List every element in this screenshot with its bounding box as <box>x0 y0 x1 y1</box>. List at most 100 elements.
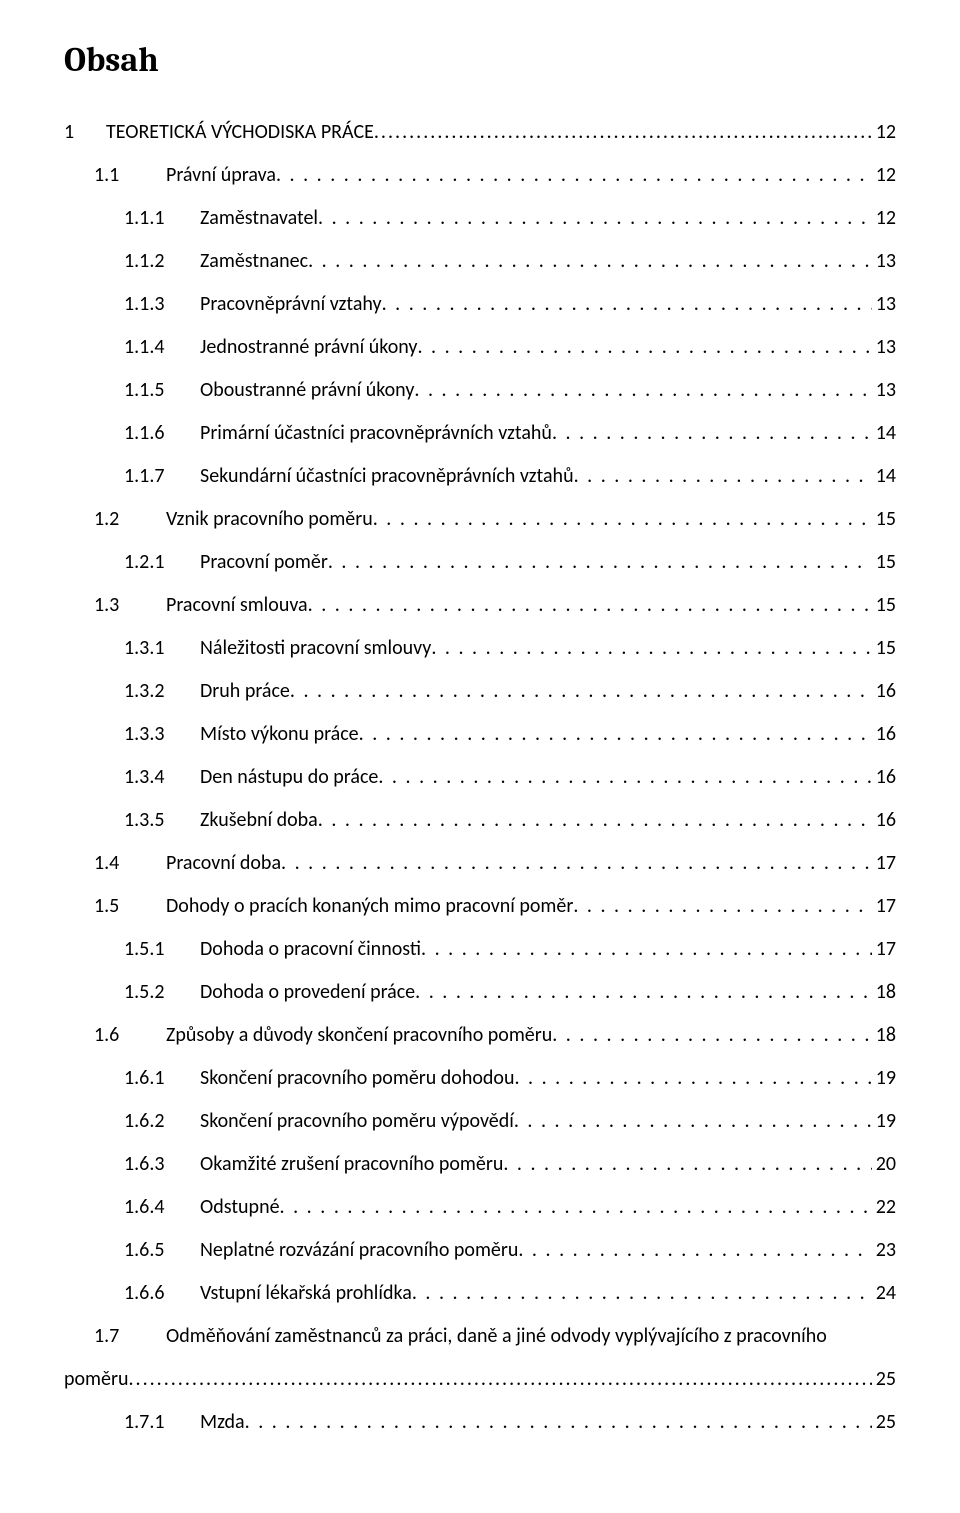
toc-page: 17 <box>872 894 896 918</box>
toc-row: 1.4Pracovní doba 17 <box>94 851 896 875</box>
toc-title: Druh práce <box>200 679 290 703</box>
toc-number: 1.1.3 <box>124 292 200 316</box>
toc-leader <box>318 206 872 230</box>
toc-number: 1.5.1 <box>124 937 200 961</box>
toc-row: 1.6.5Neplatné rozvázání pracovního poměr… <box>124 1238 896 1262</box>
toc-title-continued: poměru <box>64 1367 128 1391</box>
toc-leader <box>431 636 871 660</box>
toc-row: 1.6.3Okamžité zrušení pracovního poměru … <box>124 1152 896 1176</box>
toc-leader <box>573 894 871 918</box>
toc-page: 24 <box>872 1281 896 1305</box>
toc-row: 1.3.3Místo výkonu práce 16 <box>124 722 896 746</box>
toc-page: 13 <box>872 335 896 359</box>
toc-page: 12 <box>872 120 896 144</box>
toc-number: 1.6.2 <box>124 1109 200 1133</box>
toc-page: 23 <box>872 1238 896 1262</box>
toc-number: 1.7 <box>94 1324 166 1348</box>
toc-page: 18 <box>872 980 896 1004</box>
toc-page: 20 <box>872 1152 896 1176</box>
toc-title: Okamžité zrušení pracovního poměru <box>200 1152 503 1176</box>
toc-number: 1.3.4 <box>124 765 200 789</box>
toc-leader <box>417 335 871 359</box>
toc-row: 1.1.2Zaměstnanec 13 <box>124 249 896 273</box>
toc-title: Sekundární účastníci pracovněprávních vz… <box>200 464 574 488</box>
toc-leader <box>328 550 872 574</box>
toc-number: 1.1.2 <box>124 249 200 273</box>
toc-leader <box>308 593 872 617</box>
toc-title: Zaměstnavatel <box>200 206 318 230</box>
toc-leader <box>574 464 872 488</box>
toc-number: 1.2 <box>94 507 166 531</box>
toc-number: 1.6.5 <box>124 1238 200 1262</box>
toc-leader <box>412 1281 872 1305</box>
toc-page: 15 <box>872 636 896 660</box>
toc-page: 25 <box>872 1367 896 1391</box>
toc-list: 1TEORETICKÁ VÝCHODISKA PRÁCE 121.1Právní… <box>64 120 896 1434</box>
toc-number: 1.3.5 <box>124 808 200 832</box>
toc-page: 16 <box>872 722 896 746</box>
toc-number: 1.1.7 <box>124 464 200 488</box>
toc-number: 1.3 <box>94 593 166 617</box>
toc-title: Zaměstnanec <box>200 249 308 273</box>
toc-title: Náležitosti pracovní smlouvy <box>200 636 431 660</box>
toc-page: 12 <box>872 206 896 230</box>
toc-title: Způsoby a důvody skončení pracovního pom… <box>166 1023 552 1047</box>
toc-number: 1.1.5 <box>124 378 200 402</box>
toc-number: 1.6 <box>94 1023 166 1047</box>
toc-page: 13 <box>872 378 896 402</box>
toc-number: 1.7.1 <box>124 1410 200 1434</box>
toc-leader <box>374 120 872 144</box>
toc-page: 14 <box>872 464 896 488</box>
toc-number: 1 <box>64 120 106 144</box>
toc-row: 1.1.4Jednostranné právní úkony 13 <box>124 335 896 359</box>
toc-leader <box>514 1109 872 1133</box>
toc-number: 1.3.3 <box>124 722 200 746</box>
toc-leader <box>318 808 872 832</box>
toc-page: 13 <box>872 292 896 316</box>
toc-title: Pracovní smlouva <box>166 593 308 617</box>
toc-row: 1.6.2Skončení pracovního poměru výpovědí… <box>124 1109 896 1133</box>
toc-leader <box>415 980 872 1004</box>
toc-number: 1.6.1 <box>124 1066 200 1090</box>
toc-number: 1.5.2 <box>124 980 200 1004</box>
toc-leader <box>552 1023 871 1047</box>
toc-number: 1.1.4 <box>124 335 200 359</box>
toc-row-line: poměru 25 <box>64 1367 896 1391</box>
page: Obsah 1TEORETICKÁ VÝCHODISKA PRÁCE 12 1.1… <box>0 0 960 1513</box>
toc-page: 25 <box>872 1410 896 1434</box>
toc-row: 1.7.1Mzda 25 <box>124 1410 896 1434</box>
toc-title: Oboustranné právní úkony <box>200 378 414 402</box>
toc-row: 1.6.6Vstupní lékařská prohlídka 24 <box>124 1281 896 1305</box>
toc-title: Odměňování zaměstnanců za práci, daně a … <box>166 1324 827 1348</box>
toc-leader <box>552 421 872 445</box>
toc-number: 1.1 <box>94 163 166 187</box>
toc-number: 1.4 <box>94 851 166 875</box>
toc-row: 1.6.4Odstupné 22 <box>124 1195 896 1219</box>
toc-row: 1.3.4Den nástupu do práce 16 <box>124 765 896 789</box>
toc-title: Skončení pracovního poměru výpovědí <box>200 1109 514 1133</box>
toc-page: 19 <box>872 1109 896 1133</box>
toc-title: Místo výkonu práce <box>200 722 359 746</box>
toc-row: 1.1.5Oboustranné právní úkony 13 <box>124 378 896 402</box>
toc-number: 1.1.6 <box>124 421 200 445</box>
toc-leader <box>290 679 872 703</box>
toc-page: 16 <box>872 808 896 832</box>
toc-title: Skončení pracovního poměru dohodou <box>200 1066 514 1090</box>
toc-title: Dohoda o provedení práce <box>200 980 415 1004</box>
toc-page: 18 <box>872 1023 896 1047</box>
toc-row: 1.1.3Pracovněprávní vztahy 13 <box>124 292 896 316</box>
toc-row: 1.2.1Pracovní poměr 15 <box>124 550 896 574</box>
toc-title: Pracovní poměr <box>200 550 328 574</box>
toc-title: Odstupné <box>200 1195 280 1219</box>
toc-row: 1.6.1Skončení pracovního poměru dohodou … <box>124 1066 896 1090</box>
toc-row-line: 1.7Odměňování zaměstnanců za práci, daně… <box>94 1324 896 1348</box>
toc-title: Zkušební doba <box>200 808 318 832</box>
toc-title: Pracovní doba <box>166 851 281 875</box>
toc-number: 1.6.4 <box>124 1195 200 1219</box>
toc-title: Primární účastníci pracovněprávních vzta… <box>200 421 552 445</box>
toc-heading: Obsah <box>64 40 896 80</box>
toc-page: 16 <box>872 679 896 703</box>
toc-row: 1TEORETICKÁ VÝCHODISKA PRÁCE 12 <box>64 120 896 144</box>
toc-page: 14 <box>872 421 896 445</box>
toc-title: TEORETICKÁ VÝCHODISKA PRÁCE <box>106 120 374 144</box>
